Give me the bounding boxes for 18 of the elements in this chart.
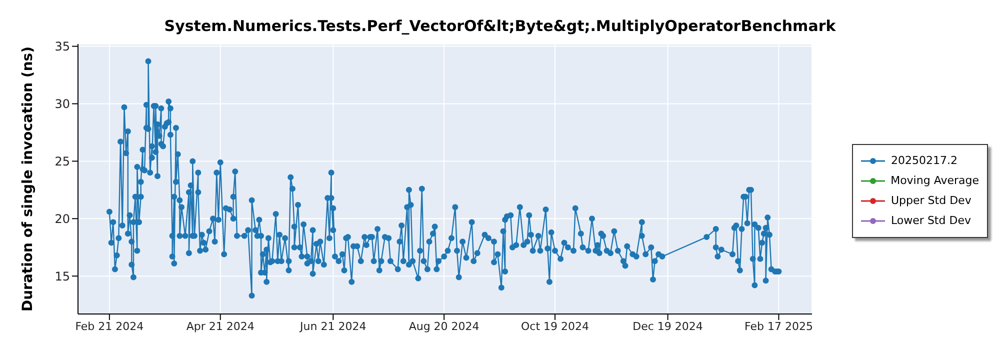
x-tick-label: Apr 21 2024 [186,320,254,333]
x-tick-label: Jun 21 2024 [299,320,366,333]
chart-title: System.Numerics.Tests.Perf_VectorOf&lt;Byte&gt;.MultiplyOperatorBenchmark [163,16,837,37]
y-tick-label: 35 [54,40,70,54]
y-tick-label: 15 [54,269,70,284]
y-tick-label: 30 [54,97,70,112]
x-tick-label: Feb 21 2024 [75,320,144,333]
x-tick-label: Oct 19 2024 [521,320,590,333]
legend-label: Upper Std Dev [891,194,972,207]
y-tick-label: 20 [54,212,70,226]
x-tick-label: Dec 19 2024 [632,320,703,333]
legend-label: Lower Std Dev [891,214,971,227]
legend-label: Moving Average [890,174,979,187]
legend-label: 20250217.2 [891,154,958,167]
x-tick-label: Aug 20 2024 [408,320,480,333]
x-tick-label: Feb 17 2025 [744,320,813,333]
y-tick-label: 25 [54,154,70,168]
y-axis-title: Duration of single invocation (ns) [20,46,36,312]
